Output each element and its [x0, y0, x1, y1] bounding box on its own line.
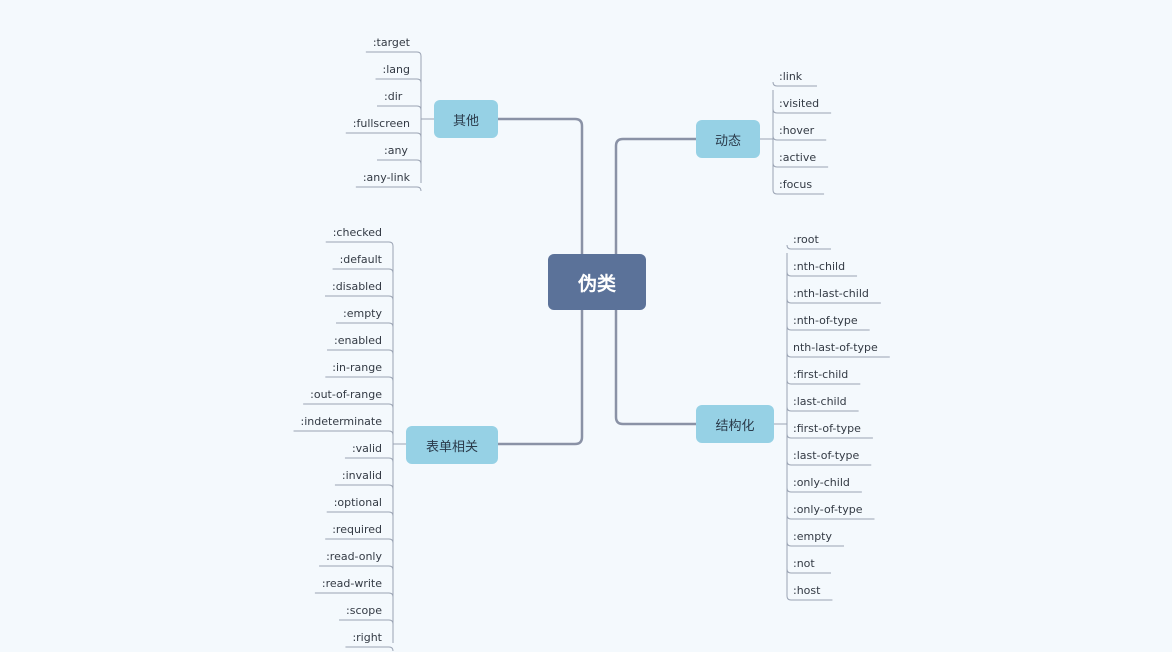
structural-leaf-item[interactable]: :first-child — [793, 368, 849, 381]
form-leaf-item[interactable]: :optional — [333, 496, 382, 509]
structural-leaf-item[interactable]: :nth-of-type — [793, 314, 858, 327]
form-leaf-underline — [327, 349, 394, 355]
branch-dynamic-label: 动态 — [714, 133, 741, 149]
form-leaf-underline — [319, 565, 394, 571]
other-leaf-item[interactable]: :fullscreen — [352, 117, 410, 130]
root-label: 伪类 — [577, 272, 616, 295]
form-leaf-item[interactable]: :invalid — [341, 469, 382, 482]
form-leaf-item[interactable]: :read-write — [321, 577, 382, 590]
dynamic-leaf-item[interactable]: :link — [779, 70, 803, 83]
other-leaf-item[interactable]: :lang — [382, 63, 410, 76]
form-leaf-item[interactable]: :indeterminate — [300, 415, 382, 428]
branch-structural-label: 结构化 — [715, 418, 755, 434]
structural-leaf-underline — [786, 433, 873, 439]
form-leaf-underline — [344, 457, 394, 463]
structural-leaf-item[interactable]: :first-of-type — [793, 422, 861, 435]
form-leaf-item[interactable]: :required — [332, 523, 382, 536]
form-leaf-underline — [325, 538, 394, 544]
branch-other[interactable]: 其他 — [434, 100, 498, 138]
branch-form[interactable]: 表单相关 — [406, 426, 498, 464]
other-leaf-item[interactable]: :target — [372, 36, 410, 49]
dynamic-leaf-item[interactable]: :visited — [779, 97, 820, 110]
form-leaf-item[interactable]: :in-range — [332, 361, 382, 374]
connector-root-other — [497, 117, 584, 255]
form-leaf-underline — [314, 592, 394, 598]
structural-leaf-item[interactable]: :only-of-type — [793, 503, 863, 516]
form-leaf-underline — [326, 511, 394, 517]
form-leaf-underline — [345, 646, 394, 652]
structural-leaf-item[interactable]: :root — [793, 233, 819, 246]
other-leaf-underline — [345, 132, 422, 138]
dynamic-leaf-underline — [772, 162, 829, 168]
form-leaf-item[interactable]: :checked — [332, 226, 382, 239]
form-leaf-item[interactable]: :read-only — [326, 550, 382, 563]
other-leaf-item[interactable]: :any-link — [362, 171, 410, 184]
structural-leaf-underline — [786, 352, 890, 358]
form-leaf-underline — [293, 430, 394, 436]
dynamic-leaf-underline — [772, 81, 817, 87]
structural-leaf-underline — [786, 487, 862, 493]
structural-leaf-underline — [786, 406, 859, 412]
structural-leaf-item[interactable]: :not — [793, 557, 815, 570]
structural-leaf-underline — [786, 460, 872, 466]
form-leaf-item[interactable]: :enabled — [334, 334, 382, 347]
branch-dynamic[interactable]: 动态 — [696, 120, 760, 158]
structural-leaf-underline — [786, 298, 881, 304]
branch-other-label: 其他 — [452, 113, 479, 129]
dynamic-leaf-underline — [772, 189, 825, 195]
structural-leaf-item[interactable]: nth-last-of-type — [793, 341, 878, 354]
other-leaf-underline — [377, 105, 422, 111]
connector-root-form — [497, 310, 584, 446]
form-leaf-item[interactable]: :default — [339, 253, 382, 266]
other-leaf-item[interactable]: :any — [384, 144, 408, 157]
form-leaf-underline — [334, 484, 394, 490]
structural-leaf-item[interactable]: :host — [793, 584, 821, 597]
form-leaf-item[interactable]: :disabled — [331, 280, 382, 293]
form-leaf-item[interactable]: :out-of-range — [310, 388, 382, 401]
structural-leaf-underline — [786, 595, 833, 601]
structural-leaf-underline — [786, 514, 875, 520]
structural-leaf-item[interactable]: :last-of-type — [793, 449, 860, 462]
form-leaf-item[interactable]: :scope — [346, 604, 382, 617]
connector-root-dynamic — [614, 137, 697, 255]
form-leaf-item[interactable]: :empty — [343, 307, 382, 320]
form-leaf-item[interactable]: :right — [352, 631, 382, 644]
structural-leaf-item[interactable]: :only-child — [793, 476, 850, 489]
branch-form-label: 表单相关 — [425, 439, 478, 455]
structural-leaf-underline — [786, 568, 831, 574]
other-leaf-underline — [365, 51, 422, 57]
other-leaf-underline — [355, 186, 422, 192]
form-leaf-underline — [332, 268, 394, 274]
form-leaf-underline — [324, 295, 394, 301]
structural-leaf-underline — [786, 541, 844, 547]
structural-leaf-underline — [786, 244, 831, 250]
form-leaf-underline — [303, 403, 394, 409]
form-leaf-item[interactable]: :valid — [351, 442, 382, 455]
structural-leaf-item[interactable]: :empty — [793, 530, 832, 543]
dynamic-leaf-underline — [772, 108, 832, 114]
form-leaf-underline — [325, 376, 394, 382]
dynamic-leaf-item[interactable]: :hover — [779, 124, 815, 137]
dynamic-leaf-item[interactable]: :active — [779, 151, 817, 164]
structural-leaf-item[interactable]: :nth-last-child — [793, 287, 869, 300]
structural-leaf-underline — [786, 379, 861, 385]
other-leaf-item[interactable]: :dir — [384, 90, 403, 103]
structural-leaf-underline — [786, 271, 858, 277]
root-node[interactable]: 伪类 — [548, 254, 646, 310]
form-leaf-underline — [339, 619, 394, 625]
form-leaf-underline — [336, 322, 394, 328]
dynamic-leaf-underline — [772, 135, 827, 141]
connector-root-structural — [614, 310, 697, 426]
form-leaf-underline — [325, 241, 394, 247]
other-leaf-underline — [375, 78, 422, 84]
branch-structural[interactable]: 结构化 — [696, 405, 774, 443]
structural-leaf-item[interactable]: :last-child — [793, 395, 847, 408]
structural-leaf-item[interactable]: :nth-child — [793, 260, 846, 273]
dynamic-leaf-item[interactable]: :focus — [779, 178, 813, 191]
other-leaf-underline — [377, 159, 422, 165]
structural-leaf-underline — [786, 325, 870, 331]
